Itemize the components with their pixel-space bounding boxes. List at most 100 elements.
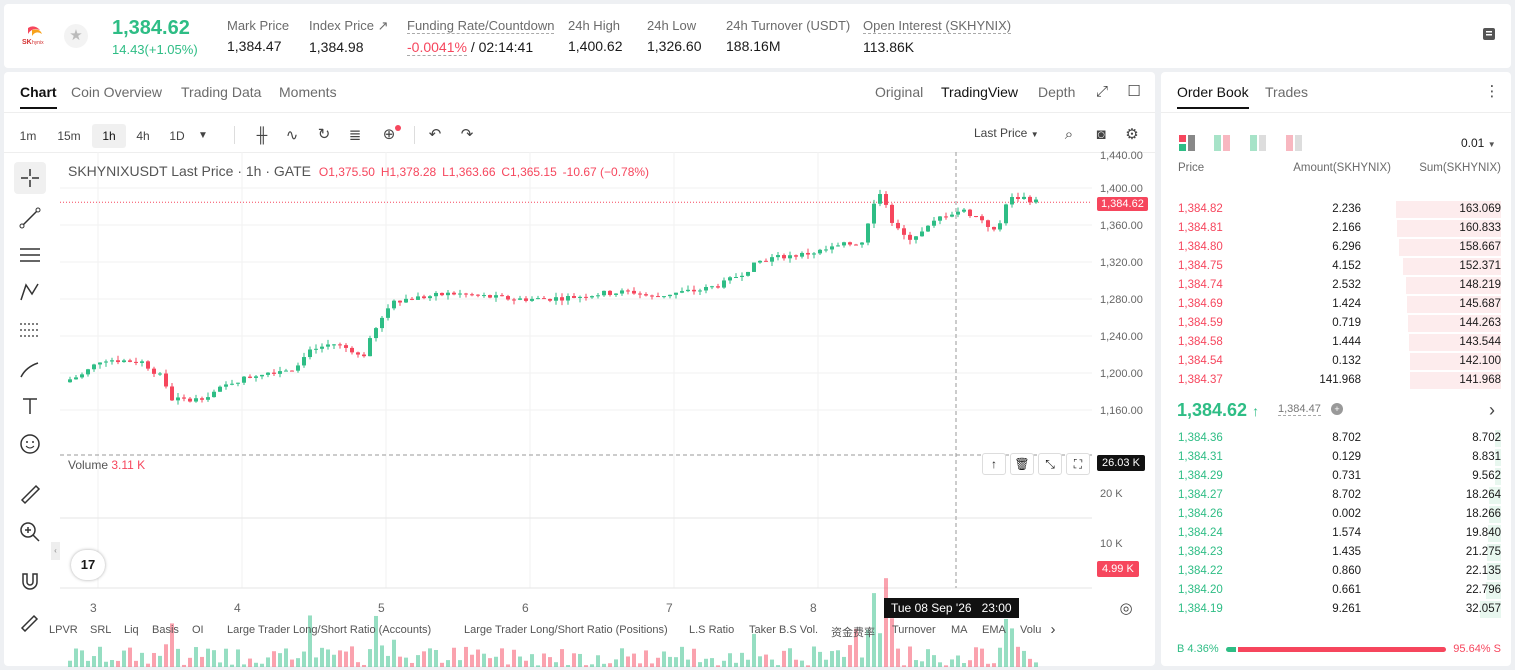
arrow-up-icon[interactable]: ↑ [982,453,1006,475]
trend-line-icon[interactable] [14,202,46,234]
ask-row[interactable]: 1,384.58 1.444 143.544 [1161,333,1511,352]
template-icon[interactable]: ≣ [348,127,362,144]
tab-chart[interactable]: Chart [20,84,57,109]
ask-row[interactable]: 1,384.81 2.166 160.833 [1161,219,1511,238]
more-vertical-icon[interactable]: ⋮ [1484,83,1500,100]
timeframe-1d[interactable]: 1D [169,129,185,143]
bid-row[interactable]: 1,384.19 9.261 32.057 [1161,600,1511,619]
pencil-lock-icon[interactable] [14,604,46,636]
expand-icon[interactable]: ⤢ [1095,83,1108,100]
timeframe-1m[interactable]: 1m [19,129,37,143]
camera-icon[interactable]: ◙ [1096,126,1106,143]
indicator-icon[interactable]: ∿ [285,127,299,144]
candle-body [146,361,150,369]
chevron-right-icon[interactable]: › [1489,400,1495,420]
favorite-star-icon[interactable]: ★ [64,24,88,48]
precision-select[interactable]: 0.01 ▼ [1461,136,1496,150]
emoji-icon[interactable] [14,428,46,460]
tab-moments[interactable]: Moments [279,84,337,100]
tab-coin-overview[interactable]: Coin Overview [71,84,163,100]
indicator-lpvr[interactable]: LPVR [49,624,78,636]
tab-original[interactable]: Original [875,84,924,100]
ask-row[interactable]: 1,384.74 2.532 148.219 [1161,276,1511,295]
trash-icon[interactable]: 🗑 [1010,453,1034,475]
chevron-down-icon[interactable]: ▼ [198,130,208,141]
collapse-sidebar-icon[interactable]: ‹ [51,542,60,560]
collapse-icon[interactable]: ⤡ [1038,453,1062,475]
volume-bar [710,658,714,667]
fibonacci-icon[interactable] [14,314,46,346]
price-source-select[interactable]: Last Price ▼ [974,126,1039,140]
funding-rate[interactable]: Funding Rate/Countdown -0.0041% / 02:14:4… [407,18,555,56]
brush-icon[interactable] [14,353,46,385]
text-tool-icon[interactable] [14,390,46,422]
crosshair-tool-icon[interactable] [14,162,46,194]
open-interest[interactable]: Open Interest (SKHYNIX) 113.86K [863,18,1012,55]
tab-depth[interactable]: Depth [1038,84,1076,100]
indicator-ema[interactable]: EMA [982,624,1006,636]
target-icon[interactable]: ◎ [1119,600,1133,617]
view-mixed-icon[interactable] [1214,135,1230,151]
bid-row[interactable]: 1,384.26 0.002 18.266 [1161,505,1511,524]
indicator-turnover[interactable]: Turnover [892,624,936,636]
search-icon[interactable]: ⌕ [1064,126,1074,143]
timeframe-1h[interactable]: 1h [92,124,126,148]
bid-row[interactable]: 1,384.22 0.860 22.135 [1161,562,1511,581]
undo-icon[interactable]: ↶ [428,126,442,143]
indicator-taker-vol[interactable]: Taker B.S Vol. [749,624,819,636]
view-asks-icon[interactable] [1286,135,1302,151]
indicator-lt-positions[interactable]: Large Trader Long/Short Ratio (Positions… [464,624,668,636]
candlestick-chart[interactable] [60,152,1092,668]
notebook-icon[interactable] [1481,26,1497,42]
indicator-oi[interactable]: OI [192,624,204,636]
indicator-volume[interactable]: Volu [1020,624,1042,636]
timeframe-15m[interactable]: 15m [57,129,81,143]
indicator-funding[interactable]: 资金费率 [831,627,875,639]
redo-icon[interactable]: ↷ [460,126,474,143]
zoom-in-icon[interactable] [14,516,46,548]
volume-bar [854,628,858,667]
indicator-ma[interactable]: MA [951,624,968,636]
horizontal-lines-icon[interactable] [14,239,46,271]
ask-row[interactable]: 1,384.59 0.719 144.263 [1161,314,1511,333]
bid-row[interactable]: 1,384.36 8.702 8.702 [1161,429,1511,448]
tab-trading-data[interactable]: Trading Data [181,84,262,100]
candle-type-icon[interactable]: ╫ [256,127,268,144]
candle-body [182,397,186,399]
ruler-icon[interactable] [14,478,46,510]
bid-row[interactable]: 1,384.31 0.129 8.831 [1161,448,1511,467]
tab-order-book[interactable]: Order Book [1177,84,1249,109]
refresh-icon[interactable]: ↻ [317,126,331,143]
bid-row[interactable]: 1,384.20 0.661 22.796 [1161,581,1511,600]
bid-row[interactable]: 1,384.23 1.435 21.275 [1161,543,1511,562]
ask-row[interactable]: 1,384.69 1.424 145.687 [1161,295,1511,314]
indicator-ls-ratio[interactable]: L.S Ratio [689,624,735,636]
bid-row[interactable]: 1,384.27 8.702 18.264 [1161,486,1511,505]
view-bids-icon[interactable] [1250,135,1266,151]
bid-row[interactable]: 1,384.24 1.574 19.840 [1161,524,1511,543]
ask-row[interactable]: 1,384.37 141.968 141.968 [1161,371,1511,390]
indicator-lt-accounts[interactable]: Large Trader Long/Short Ratio (Accounts) [227,624,432,636]
ask-row[interactable]: 1,384.75 4.152 152.371 [1161,257,1511,276]
pattern-tool-icon[interactable] [14,276,46,308]
candle-body [506,296,510,300]
tab-trades[interactable]: Trades [1265,84,1309,100]
add-alert-icon[interactable]: ⊕ [382,126,396,143]
view-both-icon[interactable] [1179,135,1195,151]
indicator-liq[interactable]: Liq [124,624,139,636]
timeframe-4h[interactable]: 4h [136,129,150,143]
window-icon[interactable]: ☐ [1127,83,1141,100]
ask-row[interactable]: 1,384.80 6.296 158.667 [1161,238,1511,257]
maximize-pane-icon[interactable]: ⛶ [1066,453,1090,475]
tradingview-logo[interactable]: 17 [71,550,105,580]
index-price[interactable]: Index Price ↗ 1,384.98 [309,18,389,55]
gear-icon[interactable]: ⚙ [1125,126,1139,143]
ask-row[interactable]: 1,384.82 2.236 163.069 [1161,200,1511,219]
ask-row[interactable]: 1,384.54 0.132 142.100 [1161,352,1511,371]
bid-row[interactable]: 1,384.29 0.731 9.562 [1161,467,1511,486]
indicator-basis[interactable]: Basis [152,624,179,636]
chevron-right-icon[interactable]: › [1050,621,1056,638]
indicator-srl[interactable]: SRL [90,624,112,636]
tab-tradingview[interactable]: TradingView [941,84,1019,100]
magnet-icon[interactable] [14,566,46,598]
